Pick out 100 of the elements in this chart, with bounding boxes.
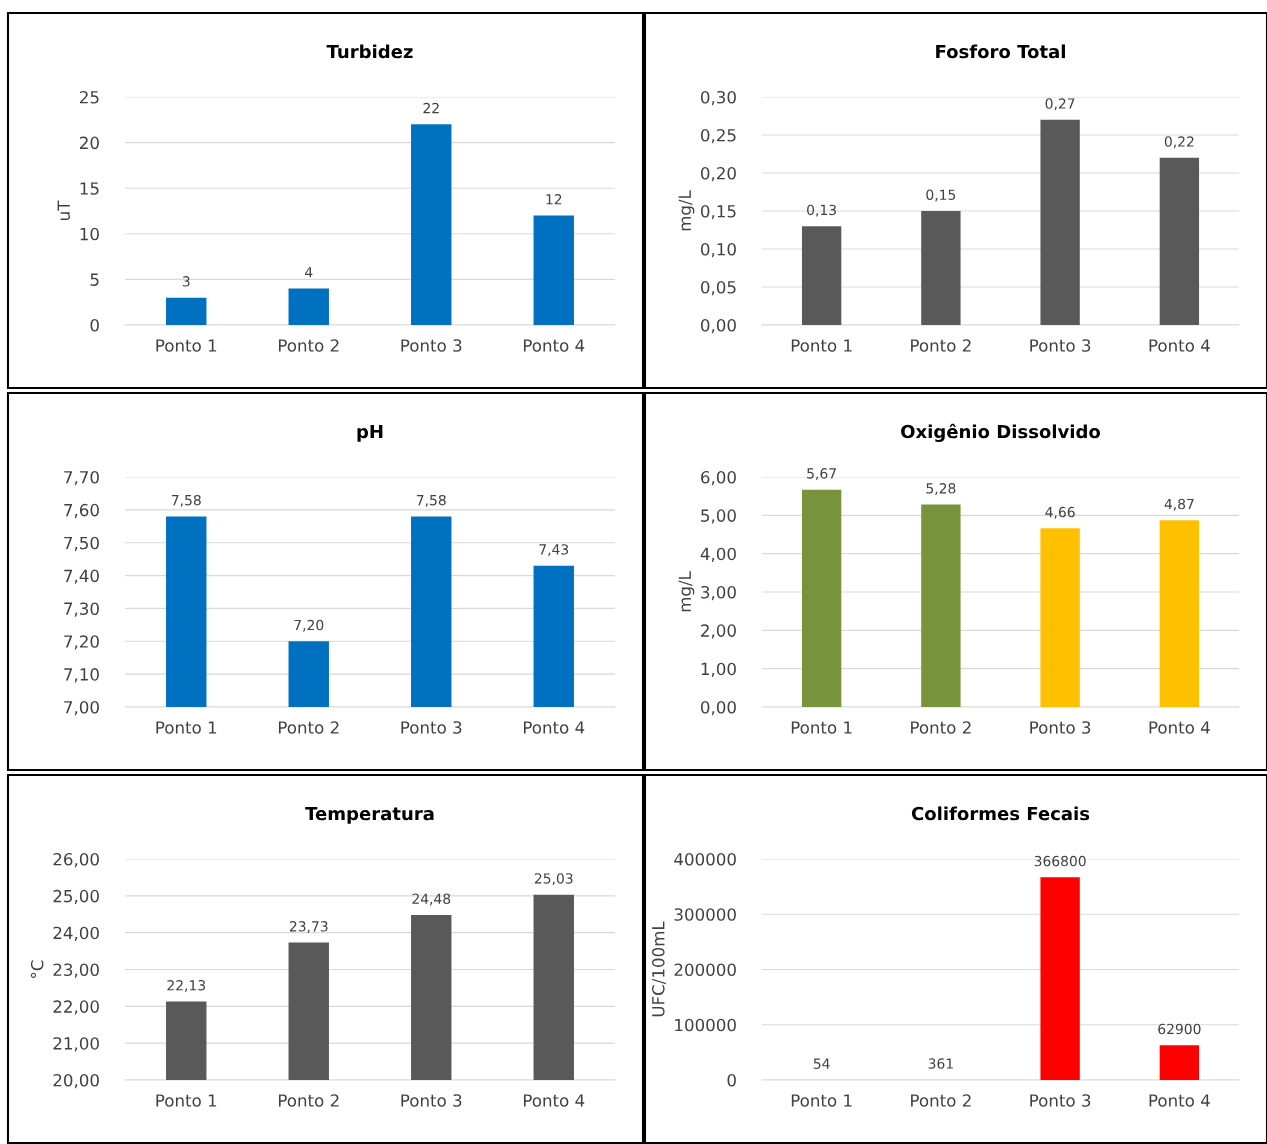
- y-tick-label: 7,20: [64, 635, 99, 650]
- chart-title: Oxigênio Dissolvido: [901, 423, 1101, 443]
- y-tick-label: 7,40: [64, 569, 99, 584]
- x-tick-label: Ponto 2: [911, 721, 971, 734]
- x-tick-label: Ponto 4: [1149, 1094, 1210, 1107]
- x-tick-label: Ponto 1: [156, 721, 217, 734]
- x-tick-label: Ponto 2: [911, 339, 971, 352]
- y-tick-label: 1,00: [701, 662, 736, 677]
- y-tick-label: 200000: [674, 963, 736, 977]
- y-axis-title: mg/L: [678, 571, 695, 612]
- y-tick-label: 0,00: [700, 318, 736, 334]
- y-tick-label: 0,10: [700, 242, 736, 258]
- x-tick-label: Ponto 4: [1149, 339, 1210, 352]
- y-tick-label: 7,10: [64, 668, 99, 683]
- x-tick-label: Ponto 2: [278, 339, 339, 352]
- bar: [1040, 528, 1080, 707]
- data-label: 0,15: [926, 189, 956, 202]
- y-axis-title: UFC/100mL: [651, 921, 666, 1017]
- x-tick-label: Ponto 4: [523, 1094, 585, 1107]
- y-tick-label: 10: [80, 227, 99, 241]
- y-tick-label: 22,00: [53, 1000, 99, 1015]
- y-axis-title: uT: [57, 200, 71, 220]
- y-tick-label: 5: [90, 273, 99, 286]
- y-axis-title: mg/L: [678, 190, 695, 231]
- data-label: 12: [546, 194, 562, 205]
- chart-title: Turbidez: [326, 44, 413, 59]
- data-label: 5,28: [926, 483, 956, 495]
- y-tick-label: 0,30: [700, 90, 736, 106]
- chart-title: pH: [357, 424, 383, 442]
- y-tick-label: 7,00: [64, 700, 99, 716]
- chart-title: Coliformes Fecais: [911, 806, 1090, 821]
- x-tick-label: Ponto 3: [401, 721, 462, 734]
- x-tick-label: Ponto 1: [791, 721, 852, 734]
- data-label: 0,27: [1045, 98, 1075, 111]
- bar: [1159, 157, 1200, 325]
- x-tick-label: Ponto 1: [791, 1094, 852, 1107]
- bar: [411, 124, 452, 325]
- y-tick-label: 21,00: [53, 1037, 99, 1052]
- data-label: 0,13: [807, 204, 836, 217]
- x-tick-label: Ponto 3: [1030, 721, 1091, 734]
- bar: [801, 226, 842, 325]
- data-label: 7,58: [416, 494, 446, 507]
- y-tick-label: 0,05: [700, 280, 736, 296]
- y-tick-label: 6,00: [701, 470, 736, 486]
- y-tick-label: 7,50: [64, 536, 99, 551]
- y-tick-label: 25: [80, 90, 99, 104]
- x-tick-label: Ponto 3: [1030, 1094, 1091, 1107]
- data-label: 7,43: [539, 544, 569, 557]
- y-tick-label: 5,00: [701, 509, 736, 524]
- y-tick-label: 20: [80, 136, 99, 150]
- y-tick-label: 0,15: [700, 204, 736, 220]
- x-tick-label: Ponto 3: [401, 339, 462, 352]
- chart-title: Temperatura: [305, 806, 434, 824]
- y-tick-label: 7,70: [64, 470, 99, 486]
- bar: [801, 489, 842, 707]
- data-label: 25,03: [534, 873, 573, 886]
- x-tick-label: Ponto 4: [523, 339, 585, 352]
- x-tick-label: Ponto 4: [523, 721, 585, 734]
- y-axis-title: °C: [30, 960, 44, 978]
- x-tick-label: Ponto 3: [1030, 339, 1091, 352]
- data-label: 54: [813, 1058, 830, 1069]
- y-tick-label: 25,00: [53, 889, 99, 905]
- y-tick-label: 0,25: [700, 128, 736, 144]
- y-tick-label: 2,00: [701, 624, 736, 639]
- x-tick-label: Ponto 2: [278, 721, 339, 734]
- y-tick-label: 400000: [674, 852, 736, 866]
- x-tick-label: Ponto 2: [278, 1094, 339, 1107]
- x-tick-label: Ponto 1: [156, 1094, 217, 1107]
- data-label: 24,48: [412, 893, 451, 906]
- y-tick-label: 15: [80, 182, 99, 195]
- data-label: 22,13: [167, 980, 206, 992]
- y-tick-label: 0: [90, 318, 99, 332]
- x-tick-label: Ponto 1: [156, 339, 217, 352]
- data-label: 23,73: [289, 921, 328, 933]
- y-tick-label: 23,00: [53, 963, 99, 978]
- data-label: 0,22: [1164, 136, 1194, 149]
- data-label: 4,87: [1164, 498, 1194, 511]
- bar: [288, 288, 329, 325]
- data-label: 7,20: [294, 619, 324, 632]
- y-tick-label: 0,20: [700, 166, 736, 182]
- y-tick-label: 7,60: [64, 503, 99, 519]
- bar: [1159, 520, 1200, 707]
- data-label: 4: [305, 267, 313, 278]
- y-tick-label: 0: [727, 1073, 736, 1087]
- x-tick-label: Ponto 3: [401, 1094, 462, 1107]
- chart-title: Fosforo Total: [936, 44, 1065, 59]
- y-tick-label: 20,00: [53, 1073, 99, 1089]
- bar: [1040, 119, 1080, 325]
- x-tick-label: Ponto 2: [911, 1094, 971, 1107]
- data-label: 4,66: [1045, 506, 1075, 519]
- y-tick-label: 24,00: [53, 926, 99, 941]
- bar: [166, 297, 207, 325]
- data-label: 62900: [1158, 1023, 1201, 1035]
- x-tick-label: Ponto 4: [1149, 721, 1210, 734]
- data-label: 7,58: [171, 494, 201, 507]
- x-tick-label: Ponto 1: [791, 339, 852, 352]
- data-label: 3: [182, 276, 190, 287]
- bar: [921, 504, 961, 707]
- y-tick-label: 0,00: [700, 700, 736, 716]
- y-tick-label: 26,00: [53, 852, 99, 868]
